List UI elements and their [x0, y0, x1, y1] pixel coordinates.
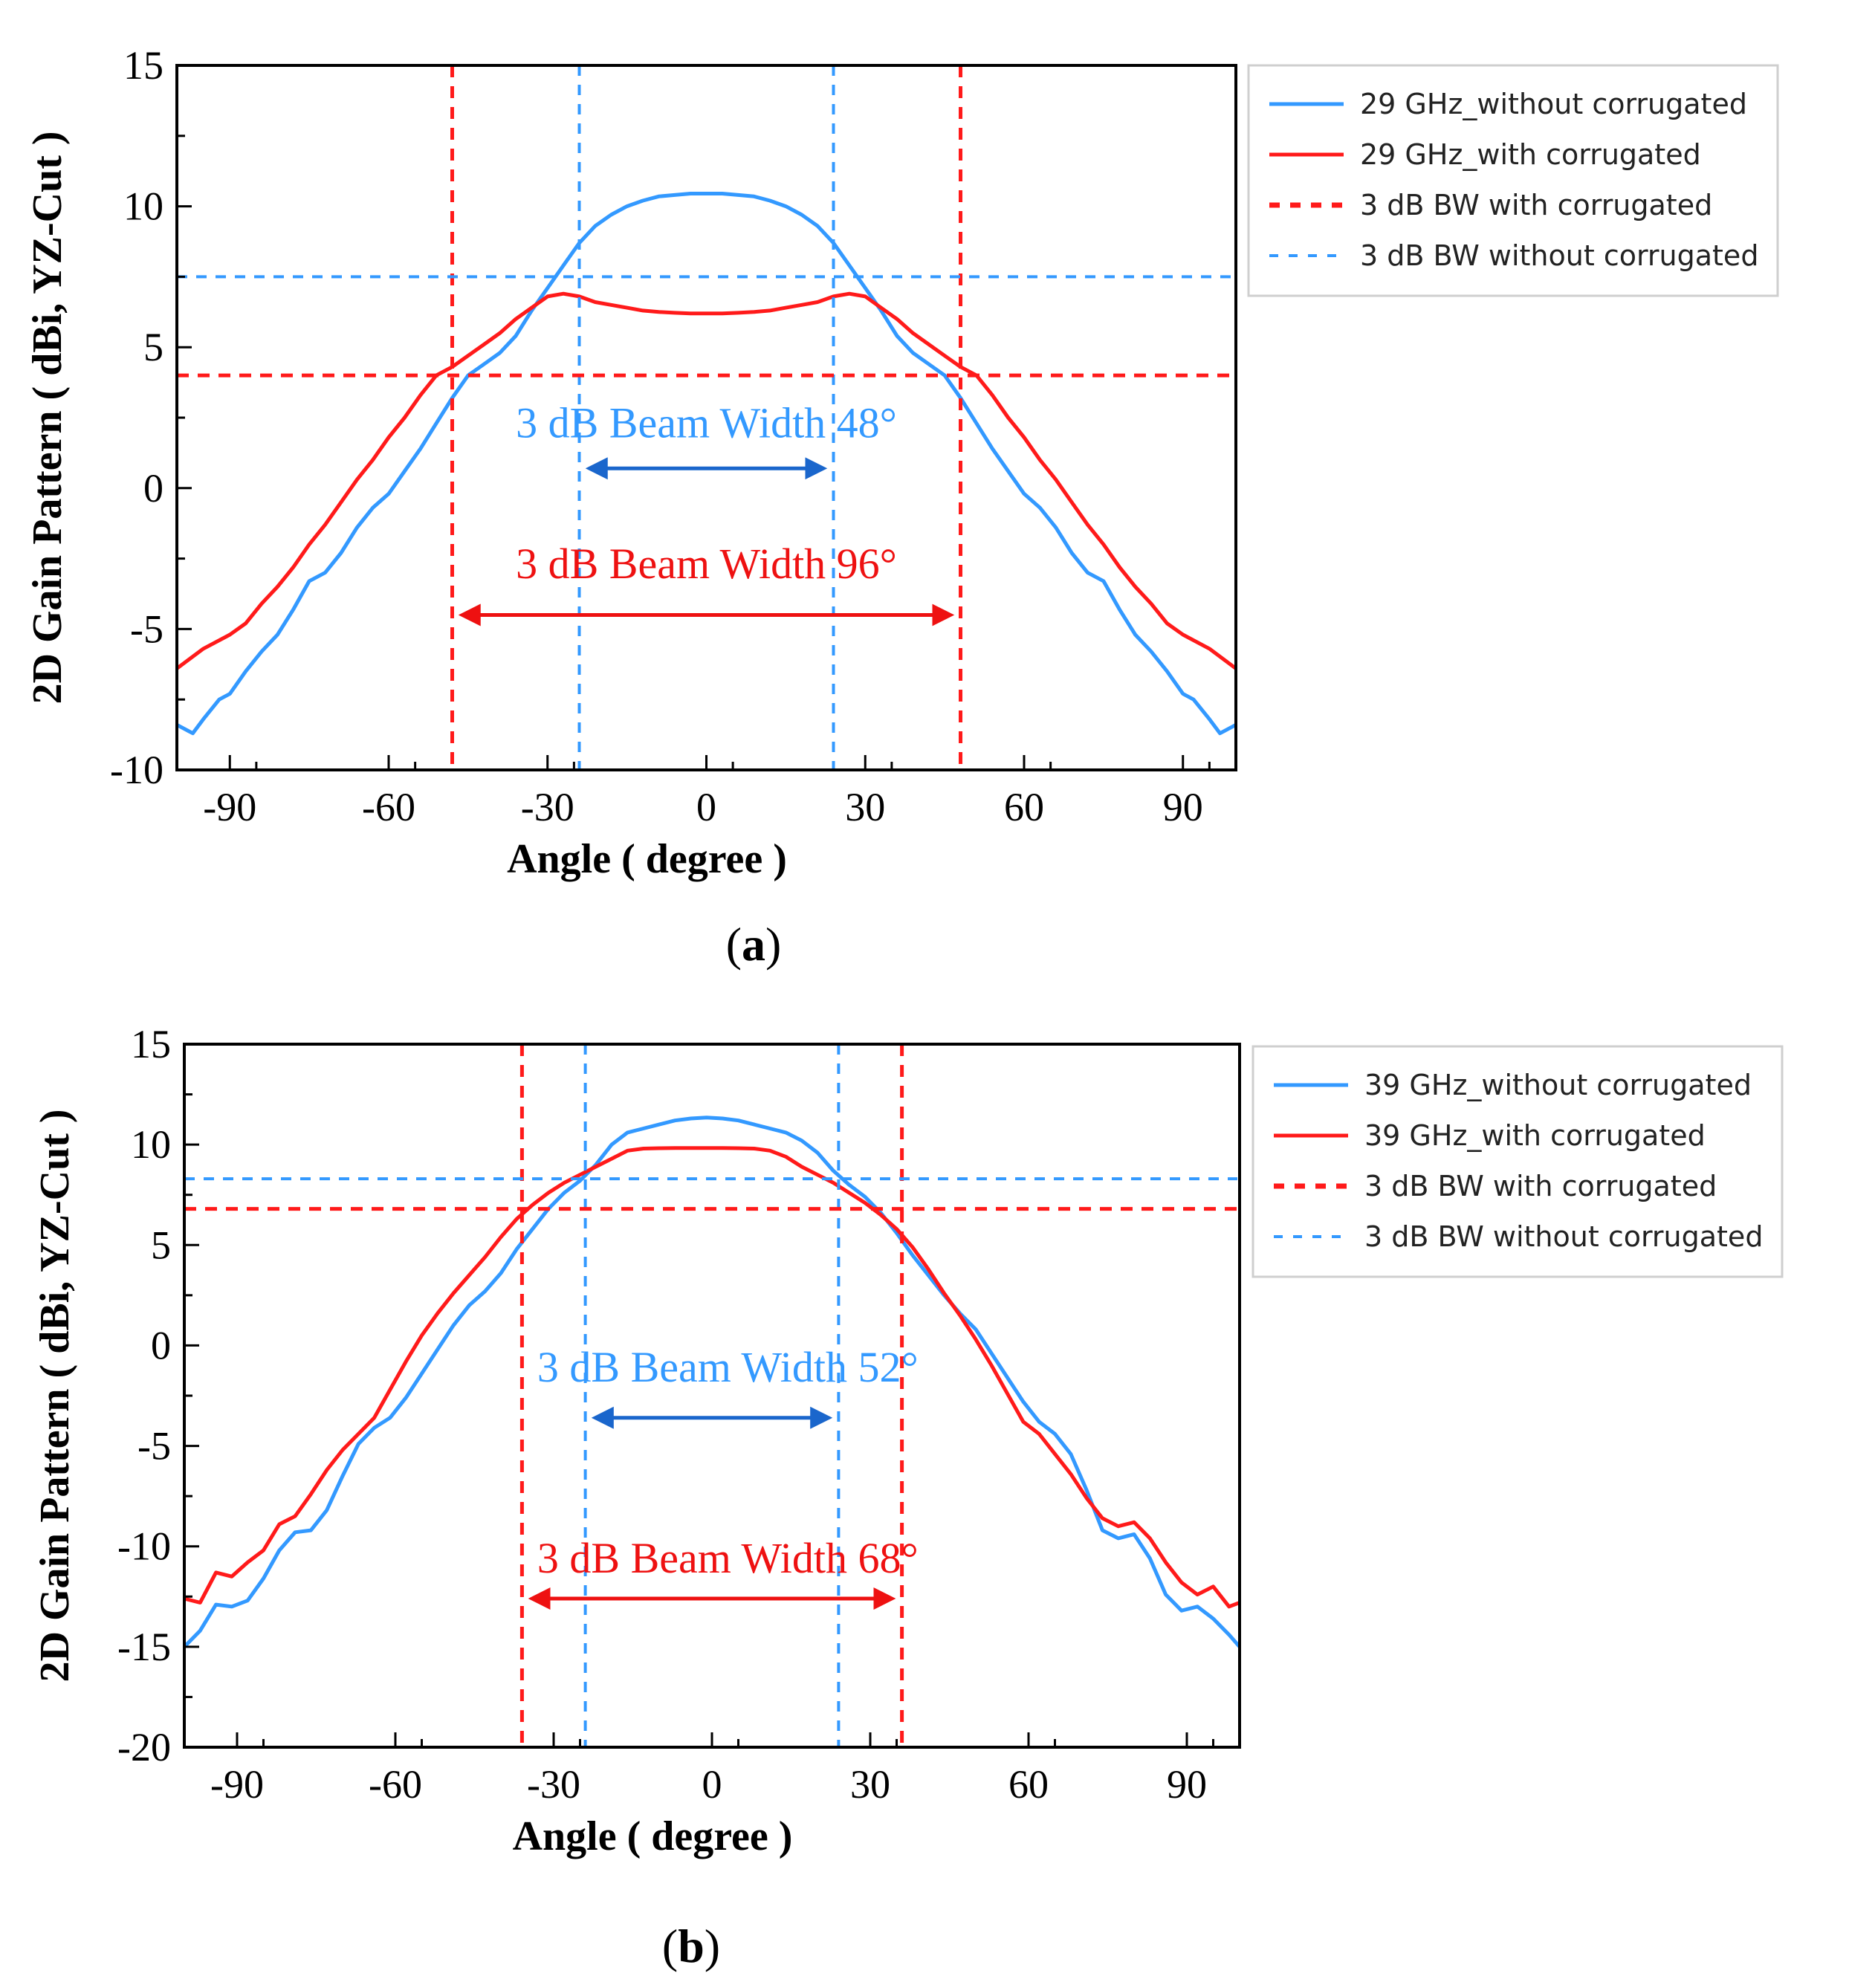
- y-tick-label: 5: [151, 1223, 171, 1267]
- legend-entry-label: 3 dB BW without corrugated: [1360, 239, 1758, 272]
- series-line-with-corrugated: [177, 291, 1236, 670]
- legend-entry-label: 29 GHz_with corrugated: [1360, 138, 1701, 171]
- legend-entry-label: 3 dB BW with corrugated: [1364, 1170, 1717, 1202]
- y-tick-label: -5: [130, 606, 163, 651]
- series-line-without-corrugated: [184, 1116, 1240, 1648]
- legend-entry-label: 3 dB BW without corrugated: [1364, 1220, 1763, 1253]
- x-tick-label: 60: [1004, 785, 1044, 829]
- y-tick-label: 15: [123, 43, 163, 88]
- y-tick-label: 15: [131, 1022, 171, 1066]
- y-tick-label: -10: [110, 748, 163, 792]
- y-tick-label: -5: [137, 1424, 171, 1469]
- beam-width-label-with-corrugated: 3 dB Beam Width 68°: [537, 1534, 919, 1582]
- x-tick-label: -60: [369, 1762, 422, 1807]
- x-axis-title: Angle ( degree ): [507, 836, 787, 882]
- beam-width-label-without-corrugated: 3 dB Beam Width 52°: [537, 1343, 919, 1391]
- legend: 29 GHz_without corrugated 29 GHz_with cor…: [1247, 64, 1779, 297]
- beam-width-label-with-corrugated: 3 dB Beam Width 96°: [516, 540, 897, 588]
- y-tick-label: -10: [117, 1524, 171, 1569]
- y-tick-label: 10: [123, 184, 163, 229]
- y-axis-title: 2D Gain Pattern ( dBi, YZ-Cut ): [32, 1109, 78, 1682]
- x-tick-label: 90: [1167, 1762, 1207, 1807]
- y-tick-label: 0: [151, 1323, 171, 1367]
- legend-entry-label: 29 GHz_without corrugated: [1360, 88, 1747, 120]
- panel-label: (a): [726, 918, 782, 971]
- legend-entry-label: 39 GHz_with corrugated: [1364, 1119, 1706, 1152]
- y-tick-label: -20: [117, 1725, 171, 1770]
- y-tick-label: 5: [143, 325, 163, 369]
- x-tick-label: -30: [527, 1762, 580, 1807]
- x-tick-label: 30: [850, 1762, 890, 1807]
- chart-panel-b: -90 -60 -30 0 30 60 90 -20 -15 -10 -5 0 5 10 15 Angle (…: [32, 1022, 1784, 1972]
- y-axis-title: 2D Gain Pattern ( dBi, YZ-Cut ): [25, 131, 71, 704]
- chart-panel-a: -90 -60 -30 0 30 60 90 -10 -5 0 5 10 15 Angle ( degre…: [25, 43, 1779, 971]
- beam-width-label-without-corrugated: 3 dB Beam Width 48°: [516, 399, 897, 447]
- legend-entry-label: 39 GHz_without corrugated: [1364, 1069, 1752, 1101]
- legend-entry-label: 3 dB BW with corrugated: [1360, 189, 1712, 221]
- x-tick-label: -60: [362, 785, 415, 829]
- x-tick-label: 0: [696, 785, 716, 829]
- legend: 39 GHz_without corrugated 39 GHz_with cor…: [1251, 1045, 1784, 1278]
- x-axis-title: Angle ( degree ): [513, 1813, 793, 1859]
- y-tick-label: -15: [117, 1625, 171, 1669]
- series-line-without-corrugated: [177, 192, 1236, 736]
- x-tick-label: 60: [1008, 1762, 1049, 1807]
- y-tick-label: 10: [131, 1122, 171, 1167]
- x-tick-label: -90: [210, 1762, 264, 1807]
- panel-label: (b): [662, 1920, 720, 1972]
- y-tick-label: 0: [143, 466, 163, 511]
- x-tick-label: 0: [702, 1762, 722, 1807]
- series-line-with-corrugated: [184, 1146, 1240, 1609]
- x-tick-label: -30: [521, 785, 574, 829]
- x-tick-label: 90: [1163, 785, 1203, 829]
- x-tick-label: 30: [845, 785, 885, 829]
- x-tick-label: -90: [203, 785, 256, 829]
